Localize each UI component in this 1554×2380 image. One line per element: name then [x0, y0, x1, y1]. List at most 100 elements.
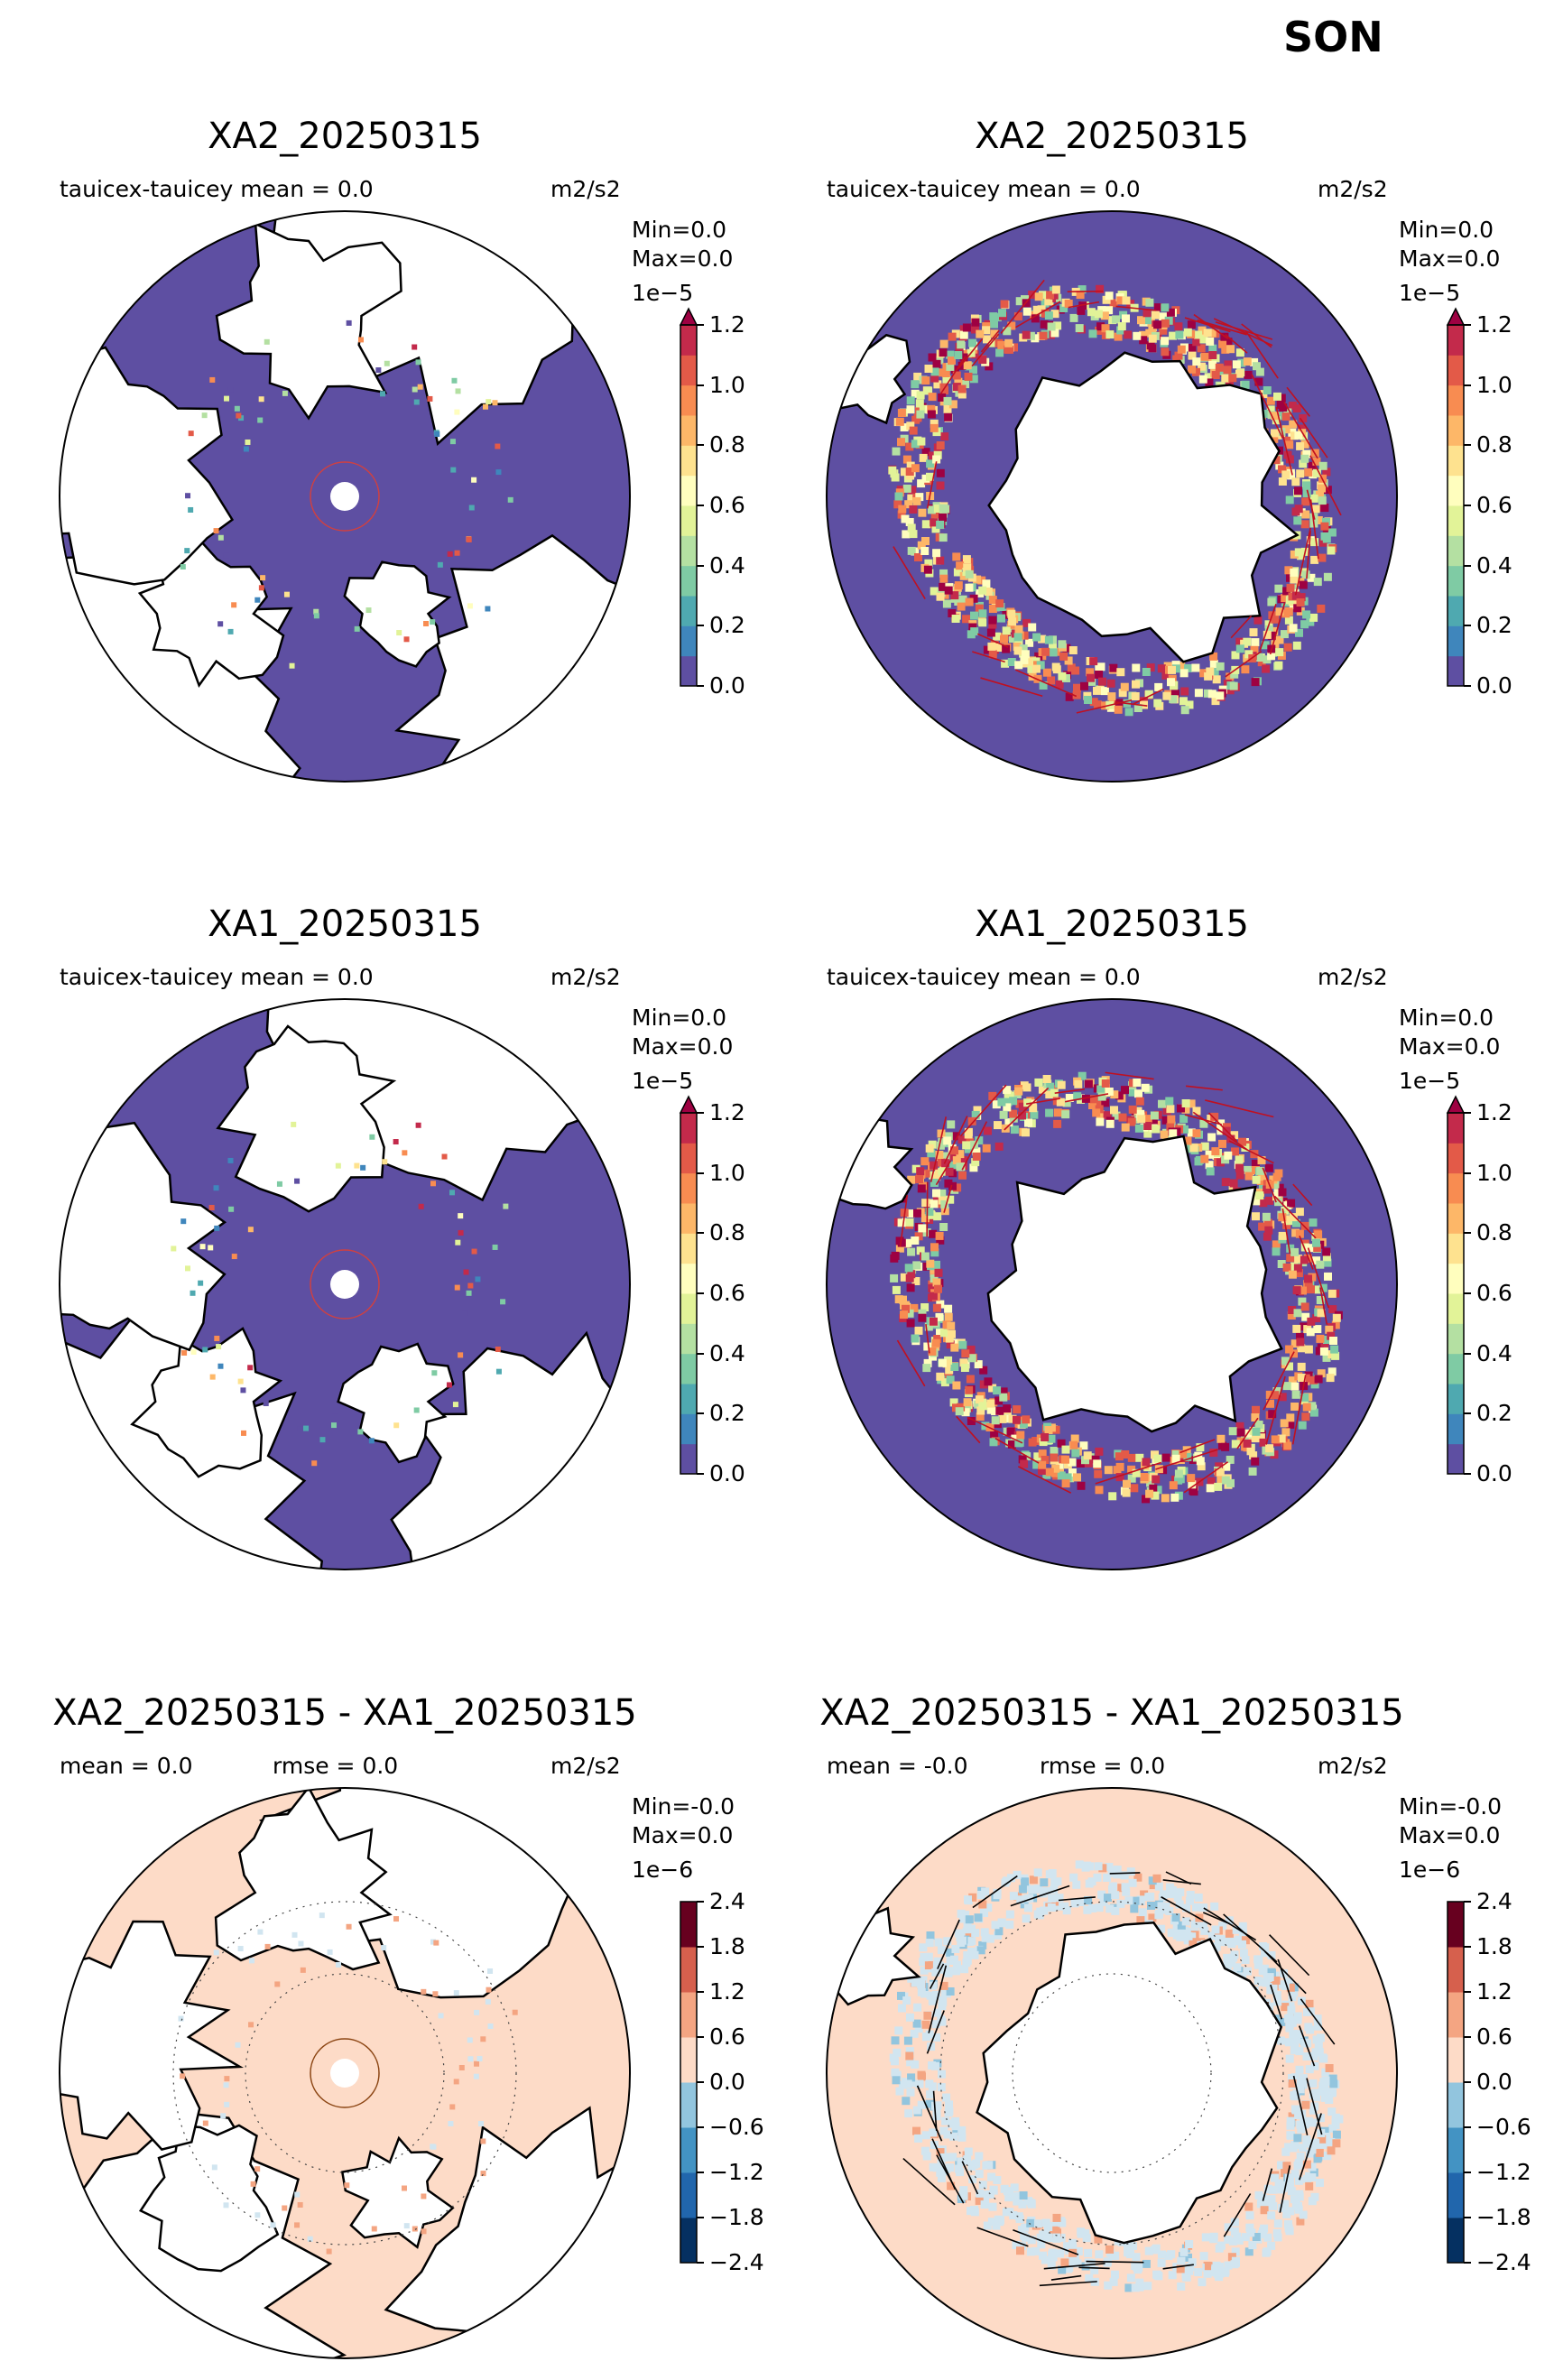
- data-cell: [929, 393, 937, 401]
- data-cell: [1248, 2241, 1256, 2249]
- data-cell: [1188, 320, 1196, 329]
- colorbar-swatch: [1448, 2218, 1464, 2264]
- data-cell: [487, 1968, 493, 1974]
- data-cell: [180, 2073, 185, 2079]
- colorbar-swatch: [680, 596, 697, 626]
- colorbar-tick-label: 0.6: [709, 1280, 745, 1306]
- data-cell: [993, 2176, 1001, 2184]
- colorbar-swatch: [680, 1143, 697, 1173]
- data-cell: [951, 1945, 959, 1953]
- data-cell: [1132, 2283, 1140, 2292]
- data-cell: [928, 411, 936, 419]
- colorbar-tick: [1464, 1901, 1471, 1903]
- data-cell: [1052, 2234, 1060, 2242]
- data-cell: [904, 2037, 912, 2045]
- data-cell: [1092, 1108, 1100, 1116]
- data-cell: [282, 2206, 287, 2211]
- data-cell: [1041, 648, 1050, 656]
- data-cell: [937, 469, 945, 477]
- data-cell: [1306, 2026, 1314, 2034]
- data-cell: [998, 309, 1006, 317]
- data-cell: [1208, 690, 1216, 698]
- data-cell: [231, 602, 236, 607]
- data-cell: [1301, 520, 1309, 528]
- colorbar-swatch: [680, 1264, 697, 1294]
- data-cell: [924, 566, 932, 574]
- data-cell: [1227, 1959, 1235, 1968]
- data-cell: [1178, 2257, 1186, 2265]
- data-cell: [988, 2218, 996, 2226]
- data-cell: [294, 2192, 300, 2198]
- data-cell: [1069, 646, 1078, 654]
- data-cell: [1045, 311, 1053, 319]
- data-cell: [254, 2166, 260, 2172]
- data-cell: [1214, 1483, 1222, 1491]
- data-cell: [907, 2088, 915, 2097]
- data-cell: [1185, 2240, 1193, 2248]
- data-cell: [913, 2004, 921, 2012]
- colorbar-swatch: [1448, 1384, 1464, 1414]
- data-cell: [421, 2228, 427, 2234]
- data-cell: [936, 557, 944, 565]
- data-cell: [945, 1313, 953, 1321]
- colorbar-extend-arrow: [680, 1097, 697, 1113]
- data-cell: [939, 505, 948, 513]
- data-cell: [1061, 1110, 1069, 1118]
- data-cell: [894, 2026, 902, 2034]
- data-cell: [1253, 1428, 1261, 1436]
- data-cell: [185, 1265, 190, 1271]
- data-cell: [994, 1121, 1002, 1129]
- data-cell: [992, 1921, 1000, 1929]
- colorbar-swatch: [1448, 1173, 1464, 1204]
- data-cell: [1087, 308, 1096, 316]
- data-cell: [1125, 708, 1133, 716]
- data-cell: [945, 2100, 953, 2108]
- data-cell: [381, 1945, 386, 1950]
- data-cell: [1116, 668, 1124, 676]
- colorbar-swatch: [680, 2082, 697, 2128]
- data-cell: [1300, 2074, 1308, 2082]
- data-cell: [954, 351, 962, 359]
- colorbar-tick: [697, 2126, 704, 2128]
- data-cell: [448, 2121, 453, 2126]
- data-cell: [224, 553, 229, 559]
- data-cell: [264, 339, 270, 345]
- data-cell: [939, 514, 947, 522]
- data-cell: [328, 1949, 333, 1955]
- data-cell: [1295, 2159, 1303, 2167]
- data-cell: [930, 1199, 938, 1208]
- data-cell: [1063, 1906, 1071, 1914]
- data-cell: [1167, 678, 1175, 686]
- data-cell: [1134, 2264, 1142, 2272]
- data-cell: [948, 2153, 957, 2161]
- data-cell: [1105, 1904, 1114, 1912]
- data-cell: [1166, 1105, 1174, 1113]
- data-cell: [987, 643, 995, 651]
- data-cell: [480, 2036, 486, 2042]
- data-cell: [1322, 1248, 1330, 1256]
- data-cell: [259, 396, 264, 402]
- data-cell: [1020, 2191, 1028, 2199]
- data-cell: [967, 630, 976, 638]
- colorbar-tick: [1464, 2036, 1471, 2038]
- colorbar-swatch: [1448, 656, 1464, 687]
- data-cell: [1107, 680, 1115, 688]
- data-cell: [978, 587, 986, 595]
- data-cell: [332, 1408, 338, 1413]
- data-cell: [1152, 1476, 1160, 1484]
- data-cell: [965, 373, 973, 381]
- data-cell: [1262, 665, 1270, 673]
- data-cell: [1328, 1290, 1337, 1298]
- data-cell: [181, 1350, 187, 1356]
- data-cell: [1199, 375, 1207, 384]
- data-cell: [439, 2013, 444, 2018]
- colorbar-swatch: [680, 1444, 697, 1475]
- data-cell: [1020, 1460, 1028, 1468]
- data-cell: [236, 2042, 241, 2048]
- colorbar-tick: [697, 324, 704, 326]
- colorbar-swatch: [680, 1902, 697, 1948]
- data-cell: [488, 2023, 494, 2029]
- data-cell: [467, 2037, 473, 2042]
- colorbar-tick: [1464, 1473, 1471, 1475]
- data-cell: [1021, 1877, 1029, 1885]
